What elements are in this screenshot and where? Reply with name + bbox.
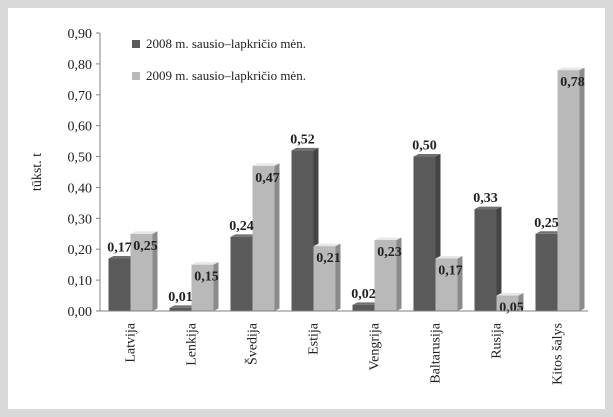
bar-top-2008-rusija: [474, 206, 502, 210]
bar-side-2009-vengrija: [396, 237, 402, 311]
bar-side-2009-kitos-salys: [579, 67, 585, 311]
bar-side-2009-rusija: [518, 293, 524, 311]
bar-side-2009-estija: [335, 243, 341, 311]
bar-top-2008-svedija: [230, 234, 258, 237]
bar-top-2009-svedija: [252, 163, 280, 166]
bar-2008-vengrija: [352, 304, 375, 311]
bar-2009-svedija: [252, 165, 275, 311]
bar-2008-kitos-salys: [535, 233, 558, 311]
bar-top-2008-baltarusija: [413, 154, 441, 157]
x-tick-label-svedija: Švedija: [244, 322, 261, 365]
y-tick-label: 0,30: [68, 212, 93, 227]
bar-side-2009-baltarusija: [457, 255, 463, 311]
legend-swatch-2009: [132, 72, 140, 80]
data-label-2008-estija: 0,52: [290, 132, 315, 147]
bar-2009-rusija: [496, 295, 519, 311]
data-label-2009-latvija: 0,25: [133, 239, 158, 254]
bar-top-2009-estija: [313, 243, 341, 247]
data-label-2009-vengrija: 0,23: [377, 245, 402, 260]
bar-2009-lenkija: [191, 264, 214, 311]
y-tick-label: 0,60: [68, 120, 93, 135]
bar-top-2009-lenkija: [191, 262, 219, 265]
bar-side-2008-rusija: [496, 206, 502, 311]
bar-2008-latvija: [108, 258, 131, 311]
data-label-2008-vengrija: 0,02: [351, 287, 376, 302]
y-tick-label: 0,20: [68, 243, 93, 258]
data-label-2008-kitos-salys: 0,25: [534, 216, 559, 231]
data-label-2008-svedija: 0,24: [229, 219, 254, 234]
bar-top-2008-lenkija: [169, 305, 197, 308]
legend-label-2008: 2008 m. sausio–lapkričio mėn.: [146, 36, 306, 51]
legend-swatch-2008: [132, 40, 140, 48]
x-tick-label-vengrija: Vengrija: [368, 322, 383, 370]
bar-top-2009-kitos-salys: [557, 67, 585, 71]
bar-2008-baltarusija: [413, 156, 436, 311]
y-tick-labels: 0,00 0,10 0,20 0,30 0,40 0,50 0,60 0,70 0,80 0,90: [68, 27, 100, 320]
bar-2008-svedija: [230, 236, 253, 311]
bar-chart: 0,17 0,250,010,150,240,470,520,210,020,23…: [30, 27, 588, 385]
data-label-2009-estija: 0,21: [316, 251, 341, 266]
bar-top-2008-kitos-salys: [535, 231, 563, 234]
bar-side-2009-latvija: [152, 231, 158, 311]
y-tick-label: 0,70: [68, 89, 93, 104]
x-tick-label-lenkija: Lenkija: [185, 322, 200, 366]
bar-2009-latvija: [130, 233, 153, 311]
bar-2009-estija: [313, 246, 336, 311]
bar-top-2009-rusija: [496, 293, 524, 296]
x-tick-label-estija: Estija: [307, 322, 322, 355]
y-tick-label: 0,90: [68, 27, 93, 42]
y-tick-label: 0,40: [68, 181, 93, 196]
x-tick-labels: Latvija Lenkija Švedija Estija Vengrija Balta…: [124, 322, 566, 385]
y-axis-title: tūkst. t: [30, 153, 45, 191]
x-tick-label-baltarusija: Baltarusija: [429, 322, 444, 383]
bar-2009-vengrija: [374, 239, 397, 311]
bar-top-2009-latvija: [130, 231, 158, 234]
bar-top-2008-estija: [291, 147, 319, 151]
bar-2008-estija: [291, 150, 314, 311]
bar-top-2009-baltarusija: [435, 255, 463, 259]
bar-side-2009-svedija: [274, 163, 280, 311]
bar-side-2009-lenkija: [213, 262, 219, 311]
data-label-2009-svedija: 0,47: [255, 171, 280, 186]
x-tick-label-kitos-salys: Kitos šalys: [551, 323, 566, 385]
bar-top-2008-latvija: [108, 255, 136, 259]
data-label-2008-rusija: 0,33: [473, 191, 498, 206]
data-labels-layer: 0,17 0,250,010,150,240,470,520,210,020,23…: [107, 75, 585, 315]
data-label-2008-lenkija: 0,01: [168, 290, 193, 305]
bar-top-2009-vengrija: [374, 237, 402, 240]
bar-2008-rusija: [474, 209, 497, 311]
data-label-2008-baltarusija: 0,50: [412, 139, 437, 154]
x-tick-label-latvija: Latvija: [124, 322, 139, 362]
bar-2008-lenkija: [169, 307, 192, 311]
y-tick-label: 0,10: [68, 274, 93, 289]
y-tick-label: 0,00: [68, 305, 93, 320]
data-label-2009-rusija: 0,05: [499, 301, 524, 316]
bars-layer: [108, 67, 585, 311]
legend: 2008 m. sausio–lapkričio mėn. 2009 m. sa…: [132, 36, 306, 83]
chart-frame: 0,17 0,25 0,01 0,15 0,24 0,47 0,52 0,21 0,02 0,23…: [8, 8, 605, 409]
data-label-2009-kitos-salys: 0,78: [560, 75, 585, 90]
bar-top-2008-vengrija: [352, 302, 380, 305]
data-label-2009-baltarusija: 0,17: [438, 263, 463, 278]
legend-label-2009: 2009 m. sausio–lapkričio mėn.: [146, 68, 306, 83]
bar-2009-baltarusija: [435, 258, 458, 311]
bar-2009-kitos-salys: [557, 70, 580, 311]
data-label-2008-latvija: 0,17: [107, 240, 132, 255]
data-label-2009-lenkija: 0,15: [194, 270, 219, 285]
x-tick-label-rusija: Rusija: [490, 322, 505, 359]
y-tick-label: 0,50: [68, 151, 93, 166]
y-tick-label: 0,80: [68, 58, 93, 73]
